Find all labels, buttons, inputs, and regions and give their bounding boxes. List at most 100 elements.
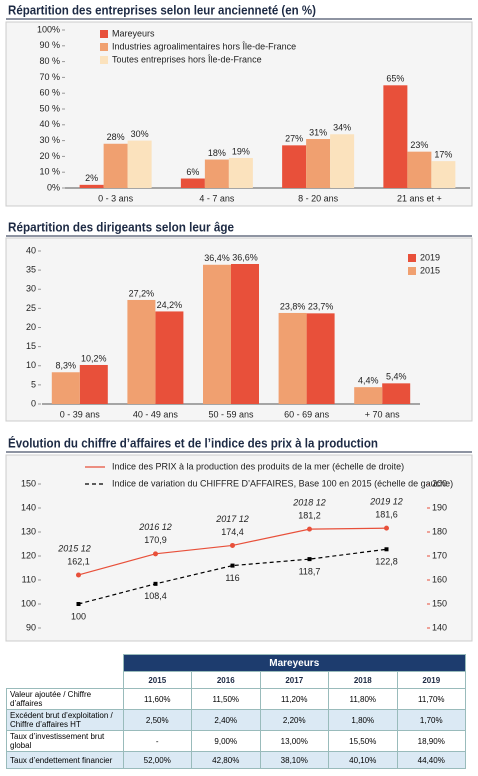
table-cell: Mareyeurs: [122, 654, 466, 672]
value-label: 19%: [232, 146, 250, 156]
line: [78, 548, 387, 605]
y-tick-label: 5: [31, 379, 36, 389]
y-tick-label: 20 %: [39, 151, 60, 161]
table-cell: 2017: [259, 671, 329, 689]
table-cell: 11,50%: [191, 688, 261, 710]
value-label: 174,4: [221, 527, 244, 537]
value-label: 170,9: [144, 535, 167, 545]
value-label: 24,2%: [157, 300, 183, 310]
bar: [51, 372, 80, 404]
table-cell: 11,60%: [122, 688, 192, 710]
bar: [204, 159, 229, 188]
x-tick-label: 0 - 3 ans: [98, 193, 134, 203]
bar: [203, 264, 231, 404]
y2-tick-label: 160: [432, 574, 447, 584]
bar: [431, 161, 456, 188]
y-tick-label: 130: [21, 526, 36, 536]
value-label: 30%: [131, 129, 149, 139]
y-tick-label: 60 %: [39, 88, 60, 98]
table-cell: [7, 672, 124, 689]
value-label: 162,1: [67, 556, 90, 566]
legend-label: 2019: [420, 252, 440, 262]
x-tick-label: 40 - 49 ans: [133, 409, 179, 419]
table-cell: -: [122, 730, 192, 752]
value-label: 2%: [85, 173, 98, 183]
table-cell: 42,80%: [191, 751, 261, 769]
bar: [127, 299, 156, 404]
value-label: 122,8: [375, 557, 398, 567]
bar: [103, 143, 128, 188]
value-label: 6%: [186, 167, 199, 177]
y-tick-label: 150: [21, 478, 36, 488]
table-cell: 11,20%: [259, 688, 329, 710]
bar: [382, 383, 411, 404]
point: [307, 557, 312, 562]
table-cell: 1,70%: [396, 709, 466, 731]
y2-tick-label: 200: [432, 478, 447, 488]
y-tick-label: 50 %: [39, 103, 60, 113]
table-cell: Valeur ajoutée / Chiffre d’affaires: [6, 688, 124, 710]
value-label: 10,2%: [81, 353, 107, 363]
legend-label: Indice des PRIX à la production des prod…: [112, 461, 404, 471]
table-cell: Taux d’endettement financier: [6, 751, 124, 769]
table-cell: 13,00%: [259, 730, 329, 752]
bar: [330, 134, 355, 188]
table-cell: 52,00%: [122, 751, 192, 769]
legend-swatch: [100, 30, 108, 38]
table-cell: 44,40%: [396, 751, 466, 769]
table-row: Mareyeurs: [7, 654, 466, 672]
point: [307, 526, 312, 532]
bar: [180, 178, 205, 188]
table-cell: 2018: [328, 671, 398, 689]
y-tick-label: 80 %: [39, 56, 60, 66]
table-cell: 15,50%: [328, 730, 398, 752]
value-label: 8,3%: [56, 361, 77, 371]
table-row: 2015 2016 2017 2018 2019: [7, 671, 466, 689]
table-cell: 38,10%: [259, 751, 329, 769]
value-label: 4,4%: [358, 376, 379, 386]
value-label: 181,2: [298, 510, 321, 520]
value-label: 34%: [333, 123, 351, 133]
bar: [228, 157, 253, 188]
y-tick-label: 100: [21, 598, 36, 608]
legend-swatch: [408, 267, 416, 275]
x-tick-label: 0 - 39 ans: [60, 409, 101, 419]
category-label: 2017 12: [215, 514, 249, 524]
table-cell: 2,40%: [191, 709, 261, 731]
y-tick-label: 15: [26, 341, 36, 351]
value-label: 23,7%: [308, 302, 334, 312]
chart-title: Répartition des entreprises selon leur a…: [8, 2, 316, 17]
value-label: 23,8%: [280, 301, 306, 311]
value-label: 181,6: [375, 510, 398, 520]
bar: [383, 85, 408, 188]
value-label: 31%: [309, 127, 327, 137]
value-label: 108,4: [144, 591, 167, 601]
y2-tick-label: 150: [432, 598, 447, 608]
category-label: 2016 12: [138, 522, 172, 532]
value-label: 23%: [410, 140, 428, 150]
table-cell: [7, 655, 124, 672]
point: [76, 572, 81, 578]
table-cell: Excédent brut d’exploitation / Chiffre d…: [6, 709, 124, 731]
y-tick-label: 20: [26, 322, 36, 332]
y-tick-label: 30: [26, 284, 36, 294]
table-cell: 11,70%: [396, 688, 466, 710]
table-cell: 2015: [122, 671, 192, 689]
table-row: Taux d’endettement financier 52,00% 42,80%…: [6, 751, 466, 769]
legend-label: Mareyeurs: [112, 28, 155, 38]
legend-swatch: [408, 254, 416, 262]
value-label: 36,6%: [232, 252, 258, 262]
y-tick-label: 10 %: [39, 167, 60, 177]
y-tick-label: 40 %: [39, 119, 60, 129]
chart-title: Répartition des dirigeants selon leur âg…: [8, 219, 234, 234]
x-tick-label: 4 - 7 ans: [199, 193, 235, 203]
point: [153, 551, 158, 557]
x-tick-label: + 70 ans: [365, 409, 400, 419]
table-cell: 9,00%: [191, 730, 261, 752]
y-tick-label: 40: [26, 245, 36, 255]
value-label: 18%: [208, 148, 226, 158]
category-label: 2019 12: [369, 497, 403, 507]
y-tick-label: 30 %: [39, 135, 60, 145]
legend-label: Industries agroalimentaires hors Île-de-…: [112, 41, 296, 51]
